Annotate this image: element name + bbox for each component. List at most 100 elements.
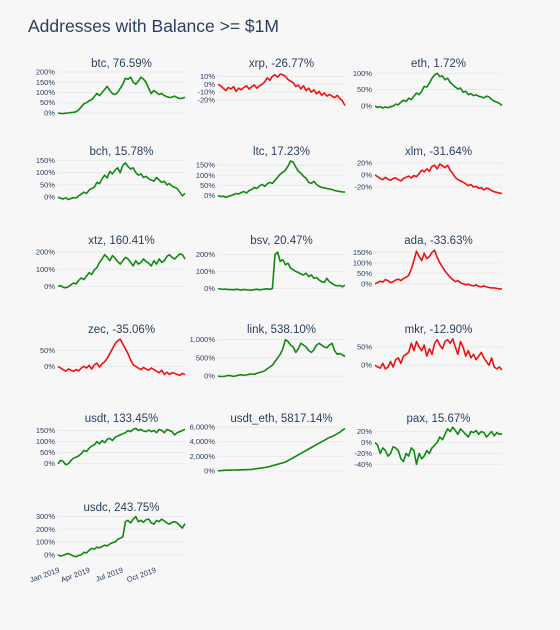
y-tick-label: 150% xyxy=(36,78,56,87)
chart-panel-pax: 20% 0% -20% -40% pax, 15.67% xyxy=(354,413,503,469)
y-tick-label: 6,000% xyxy=(190,423,216,432)
y-tick-label: 50% xyxy=(40,448,55,457)
y-tick-label: 50% xyxy=(357,269,372,278)
series-line xyxy=(374,249,503,290)
series-line xyxy=(374,163,503,195)
y-tick-label: 0% xyxy=(44,193,55,202)
y-tick-label: 100% xyxy=(196,171,216,180)
x-tick-label: Apr 2019 xyxy=(59,565,91,584)
series-line xyxy=(374,426,503,466)
page-title: Addresses with Balance >= $1M xyxy=(28,16,279,36)
chart-panel-xrp: 10%0%-10%-20% xrp, -26.77% xyxy=(197,58,346,106)
chart-title: zec, -35.06% xyxy=(88,324,155,336)
chart-panel-usdt-eth: 0% 2,000% 4,000% 6,000% usdt_eth, 5817.14% xyxy=(190,413,346,475)
series-line xyxy=(374,72,503,109)
chart-panel-ada: 0%50% 100%150% ada, -33.63% xyxy=(353,235,503,290)
y-tick-label: 50% xyxy=(200,181,215,190)
chart-title: mkr, -12.90% xyxy=(405,324,473,336)
y-tick-label: 0% xyxy=(44,282,55,291)
chart-panel-xlm: 20% 0% -20% xlm, -31.64% xyxy=(354,146,503,195)
y-tick-label: -20% xyxy=(354,449,372,458)
y-tick-label: 50% xyxy=(357,85,372,94)
y-tick-label: 150% xyxy=(353,248,373,257)
y-tick-label: 50% xyxy=(357,342,372,351)
x-tick-label: Jan 2019 xyxy=(29,565,61,584)
chart-title: ada, -33.63% xyxy=(404,235,472,247)
y-tick-label: 0% xyxy=(204,466,215,475)
y-tick-label: 0% xyxy=(204,80,215,89)
chart-title: usdt, 133.45% xyxy=(85,413,159,425)
series-line xyxy=(57,427,186,466)
series-line xyxy=(57,338,186,377)
y-tick-label: 100% xyxy=(36,538,56,547)
y-tick-label: 200% xyxy=(36,68,56,77)
y-tick-label: 2,000% xyxy=(190,452,216,461)
y-tick-label: 0% xyxy=(204,191,215,200)
y-tick-label: 50% xyxy=(40,346,55,355)
chart-panel-zec: 0% 50% zec, -35.06% xyxy=(40,324,186,377)
chart-title: usdt_eth, 5817.14% xyxy=(230,413,332,425)
y-tick-label: 1,000% xyxy=(190,335,216,344)
y-tick-label: 300% xyxy=(36,512,56,521)
chart-title: link, 538.10% xyxy=(247,324,316,336)
chart-panel-usdt: 0% 50% 100% 150% usdt, 133.45% xyxy=(36,413,186,468)
series-line xyxy=(217,427,346,472)
series-line xyxy=(57,515,186,558)
y-tick-label: 100% xyxy=(196,267,216,276)
y-tick-label: 100% xyxy=(353,69,373,78)
y-tick-label: 0% xyxy=(361,438,372,447)
chart-panel-ltc: 0%50%100%150% ltc, 17.23% xyxy=(196,146,346,200)
chart-panel-bch: 0% 50% 100% 150% bch, 15.78% xyxy=(36,146,186,202)
chart-panel-xtz: 0% 100% 200% xtz, 160.41% xyxy=(36,235,186,291)
chart-title: pax, 15.67% xyxy=(407,413,471,425)
series-line xyxy=(217,160,346,198)
y-tick-label: 100% xyxy=(353,258,373,267)
y-tick-label: 0% xyxy=(361,170,372,179)
chart-title: bch, 15.78% xyxy=(90,146,154,158)
y-tick-label: 150% xyxy=(196,161,216,170)
y-tick-label: 50% xyxy=(40,180,55,189)
y-tick-label: 0% xyxy=(44,108,55,117)
chart-panel-bsv: 0% 100% 200% bsv, 20.47% xyxy=(196,235,346,293)
y-tick-label: 0% xyxy=(204,372,215,381)
y-tick-label: 10% xyxy=(200,72,215,81)
chart-panel-eth: 0% 50% 100% eth, 1.72% xyxy=(353,58,503,111)
y-tick-label: 100% xyxy=(36,265,56,274)
y-tick-label: -20% xyxy=(197,96,215,105)
y-tick-label: -20% xyxy=(354,182,372,191)
y-tick-label: 200% xyxy=(196,250,216,259)
y-tick-label: 0% xyxy=(44,459,55,468)
y-tick-label: 150% xyxy=(36,156,56,165)
chart-title: xtz, 160.41% xyxy=(88,235,154,247)
y-tick-label: 200% xyxy=(36,525,56,534)
x-tick-label: Oct 2019 xyxy=(126,565,158,584)
y-tick-label: 0% xyxy=(44,550,55,559)
chart-title: bsv, 20.47% xyxy=(250,235,312,247)
y-tick-label: 20% xyxy=(357,158,372,167)
y-tick-label: -40% xyxy=(354,460,372,469)
x-tick-label: Jul 2019 xyxy=(94,565,124,583)
y-tick-label: 200% xyxy=(36,248,56,257)
y-tick-label: -10% xyxy=(197,88,215,97)
y-tick-label: 50% xyxy=(40,98,55,107)
chart-panel-btc: 0%50%100%150%200% btc, 76.59% xyxy=(36,58,186,117)
y-tick-label: 0% xyxy=(361,102,372,111)
y-tick-label: 20% xyxy=(357,427,372,436)
series-line xyxy=(374,338,503,371)
y-tick-label: 4,000% xyxy=(190,437,216,446)
series-line xyxy=(57,76,186,115)
chart-title: xrp, -26.77% xyxy=(249,58,314,70)
series-line xyxy=(217,251,346,292)
y-tick-label: 0% xyxy=(204,284,215,293)
y-tick-label: 150% xyxy=(36,426,56,435)
chart-panel-mkr: 0% 50% mkr, -12.90% xyxy=(357,324,503,371)
series-line xyxy=(217,338,346,378)
chart-title: xlm, -31.64% xyxy=(405,146,472,158)
y-tick-label: 0% xyxy=(44,362,55,371)
chart-panel-link: 0% 500% 1,000% link, 538.10% xyxy=(190,324,346,381)
series-line xyxy=(57,253,186,289)
chart-title: eth, 1.72% xyxy=(411,58,466,70)
series-line xyxy=(57,162,186,201)
series-line xyxy=(217,73,346,106)
